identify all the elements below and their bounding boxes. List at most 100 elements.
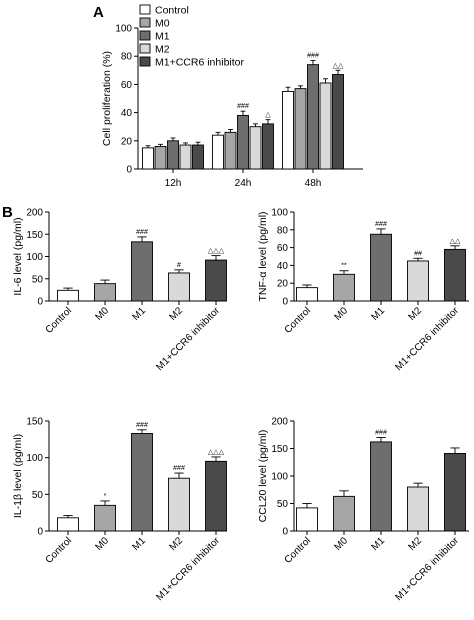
bar-1 [333,273,355,302]
y-tick-label: 60 [277,243,289,254]
bar-3 [407,486,429,532]
y-tick-label: 150 [271,444,288,455]
y-tick-label: 200 [26,208,43,219]
bar-1 [333,495,355,532]
bar-0-3 [179,144,192,170]
y-tick-label: 100 [271,208,288,219]
y-tick-label: 100 [271,472,288,483]
bar-4 [444,453,466,532]
bar-0-0 [142,147,154,170]
bar-2 [370,233,392,302]
significance-mark: ### [307,52,319,59]
bar-0-2 [167,140,179,170]
significance-mark: ### [375,221,387,228]
legend-swatch [139,4,151,15]
bar-2-2 [307,64,319,170]
y-tick-label: 100 [26,453,43,464]
y-tick-label: 50 [32,274,44,285]
x-tick-label: M0 [94,535,112,553]
significance-mark: ### [136,422,148,429]
significance-mark: ### [136,229,148,236]
x-tick-label: 24h [235,178,252,189]
y-tick-label: 100 [26,252,43,263]
x-tick-label: Control [44,305,75,336]
significance-mark: △△△ [208,449,225,456]
legend-entry: M0 [155,18,170,30]
y-tick-label: 20 [277,279,289,290]
y-axis-title: IL-6 level (pg/ml) [12,217,24,295]
x-tick-label: M0 [333,535,351,553]
legend-entry: M1 [155,31,170,43]
y-tick-label: 0 [37,297,43,308]
significance-mark: # [177,262,181,269]
x-tick-label: 48h [305,178,322,189]
bar-3 [407,260,429,302]
bar-1 [94,283,116,302]
y-tick-label: 200 [271,417,288,428]
y-axis-title: Cell proliferation (%) [101,51,113,146]
bar-0 [296,507,318,532]
chart-cell-proliferation: 0 20 40 60 80 100 Cell proliferation (%) 12h ###… [101,4,363,189]
y-tick-label: 40 [121,108,133,119]
bar-3 [168,477,190,532]
bar-1-1 [224,131,237,170]
bar-2-0 [282,90,294,170]
legend-swatch [139,17,151,28]
panel-letter-a: A [93,4,104,21]
bar-1 [94,504,116,532]
y-tick-label: 20 [121,136,133,147]
y-tick-label: 0 [282,297,288,308]
legend-entry: Control [155,5,189,17]
legend-swatch [139,43,151,54]
bar-3 [168,272,190,302]
significance-mark: △ [265,112,271,119]
y-tick-label: 0 [37,527,43,538]
bar-4 [205,460,227,532]
y-tick-label: 100 [115,24,132,35]
y-tick-label: 80 [121,52,133,63]
panel-letter-b: B [2,204,13,221]
bar-0-1 [154,145,167,170]
bar-2 [370,441,392,532]
bar-2 [131,433,153,532]
significance-mark: ** [341,263,347,270]
x-tick-label: M2 [168,535,186,553]
x-tick-label: Control [283,535,314,566]
x-tick-label: M1+CCR6 inhibitor [393,305,461,373]
bar-4 [205,259,227,302]
significance-mark: △△ [450,238,461,245]
y-tick-label: 150 [26,230,43,241]
legend-swatch [139,30,151,41]
y-tick-label: 60 [121,80,133,91]
bar-0-4 [192,144,204,170]
significance-mark: ### [173,465,185,472]
bar-2-4 [332,74,344,170]
legend-entry: M1+CCR6 inhibitor [155,57,244,69]
y-tick-label: 150 [26,417,43,428]
x-tick-label: M0 [333,305,351,323]
x-tick-label: M1+CCR6 inhibitor [393,535,461,603]
bar-0 [57,289,79,302]
bar-4 [444,248,466,302]
y-tick-label: 50 [32,490,44,501]
x-tick-label: Control [283,305,314,336]
significance-mark: △△△ [208,248,225,255]
x-tick-label: M2 [168,305,186,323]
x-tick-label: M1+CCR6 inhibitor [154,305,222,373]
bar-1-3 [249,126,262,170]
y-tick-label: 40 [277,261,289,272]
x-tick-label: M1 [131,305,149,323]
x-tick-label: 12h [165,178,182,189]
bar-0 [57,517,79,532]
bar-0 [296,287,318,302]
y-axis-title: TNF-α level (pg/ml) [257,211,269,301]
significance-mark: ## [414,250,422,257]
y-axis-title: IL-1β level (pg/ml) [12,434,24,518]
bar-2 [131,241,153,302]
x-tick-label: M1 [370,535,388,553]
